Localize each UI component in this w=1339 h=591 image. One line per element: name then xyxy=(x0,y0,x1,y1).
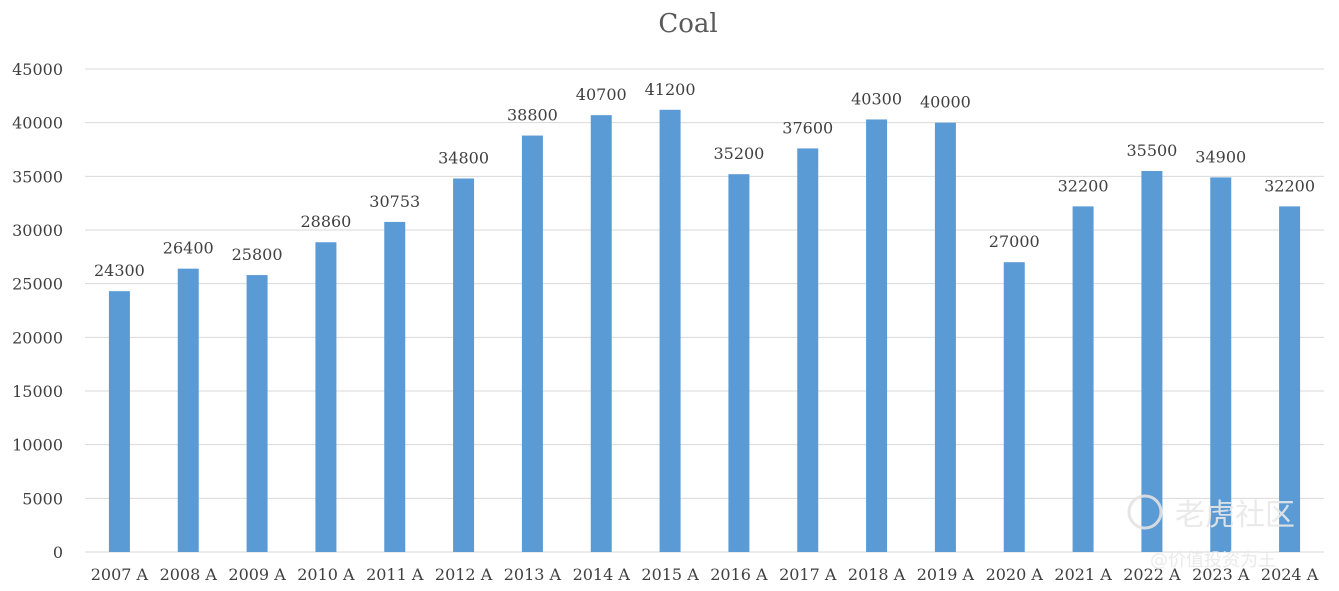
x-tick-label: 2019 A xyxy=(917,565,975,584)
y-tick-label: 20000 xyxy=(12,328,63,347)
data-label: 37600 xyxy=(782,118,833,137)
bar xyxy=(1210,177,1232,552)
x-tick-label: 2023 A xyxy=(1192,565,1250,584)
data-label: 40000 xyxy=(920,93,971,112)
bar xyxy=(1279,206,1301,553)
data-label: 40300 xyxy=(851,89,902,108)
x-tick-label: 2021 A xyxy=(1054,565,1112,584)
y-tick-label: 15000 xyxy=(12,382,63,401)
x-tick-label: 2018 A xyxy=(848,565,906,584)
data-label: 34900 xyxy=(1195,147,1246,166)
y-tick-label: 25000 xyxy=(12,275,63,294)
bar xyxy=(108,291,130,552)
data-label: 28860 xyxy=(300,212,351,231)
data-label: 40700 xyxy=(576,85,627,104)
data-label: 27000 xyxy=(989,232,1040,251)
x-axis-ticks: 2007 A 2008 A 2009 A 2010 A 2011 A 2012 A 2013… xyxy=(91,565,1319,584)
bar xyxy=(1072,206,1094,553)
x-tick-label: 2014 A xyxy=(573,565,631,584)
y-tick-label: 40000 xyxy=(12,114,63,133)
bar xyxy=(1003,262,1025,552)
bar xyxy=(590,115,612,553)
bar xyxy=(384,221,406,553)
bar xyxy=(521,135,543,552)
watermark: 老虎社区 @价值投资为王 xyxy=(1127,494,1295,571)
data-label: 32200 xyxy=(1058,176,1109,195)
x-tick-label: 2013 A xyxy=(504,565,562,584)
y-tick-label: 5000 xyxy=(22,489,63,508)
bar xyxy=(315,242,337,552)
bar xyxy=(728,174,750,553)
data-label: 35500 xyxy=(1126,141,1177,160)
y-axis-ticks: 0 5000 10000 15000 20000 25000 30000 35000 40000… xyxy=(12,60,63,562)
data-label: 35200 xyxy=(713,144,764,163)
bar xyxy=(453,178,475,553)
data-label: 34800 xyxy=(438,148,489,167)
y-tick-label: 0 xyxy=(53,543,63,562)
data-label: 25800 xyxy=(232,245,283,264)
bar xyxy=(797,148,819,552)
bar xyxy=(659,109,681,552)
data-label: 30753 xyxy=(369,192,420,211)
bar xyxy=(177,268,199,552)
bar xyxy=(934,122,956,553)
y-tick-label: 10000 xyxy=(12,436,63,455)
x-tick-label: 2024 A xyxy=(1261,565,1319,584)
y-tick-label: 30000 xyxy=(12,221,63,240)
x-tick-label: 2016 A xyxy=(710,565,768,584)
x-tick-label: 2022 A xyxy=(1123,565,1181,584)
data-label: 38800 xyxy=(507,106,558,125)
x-tick-label: 2020 A xyxy=(986,565,1044,584)
data-label: 41200 xyxy=(645,80,696,99)
data-label: 24300 xyxy=(94,261,145,280)
bar xyxy=(1141,170,1163,552)
watermark-author: @价值投资为王 xyxy=(1150,550,1276,571)
watermark-brand: 老虎社区 xyxy=(1175,498,1295,533)
data-label: 26400 xyxy=(163,239,214,258)
bars xyxy=(108,109,1301,553)
x-tick-label: 2007 A xyxy=(91,565,149,584)
gridlines xyxy=(85,68,1324,553)
bar xyxy=(866,119,888,553)
x-tick-label: 2011 A xyxy=(366,565,424,584)
data-label: 32200 xyxy=(1264,176,1315,195)
x-tick-label: 2009 A xyxy=(228,565,286,584)
x-tick-label: 2008 A xyxy=(160,565,218,584)
bar xyxy=(246,275,268,552)
y-tick-label: 45000 xyxy=(12,60,63,79)
data-labels: 24300 26400 25800 28860 30753 34800 38800 40700… xyxy=(94,80,1315,280)
x-tick-label: 2017 A xyxy=(779,565,837,584)
x-tick-label: 2010 A xyxy=(297,565,355,584)
x-tick-label: 2015 A xyxy=(641,565,699,584)
chart-title: Coal xyxy=(658,9,717,39)
watermark-logo-icon xyxy=(1127,494,1163,530)
x-tick-label: 2012 A xyxy=(435,565,493,584)
y-tick-label: 35000 xyxy=(12,167,63,186)
